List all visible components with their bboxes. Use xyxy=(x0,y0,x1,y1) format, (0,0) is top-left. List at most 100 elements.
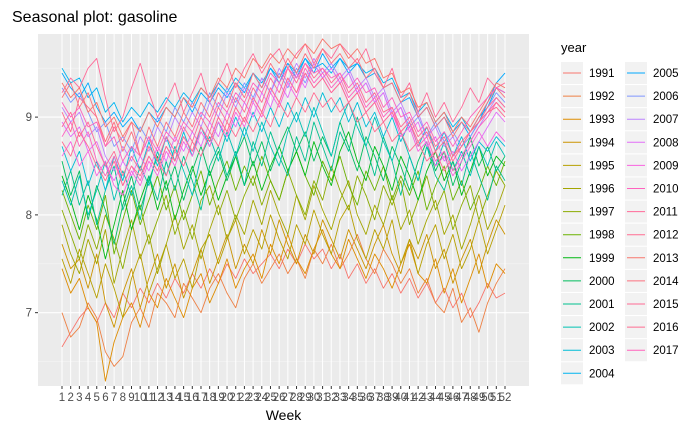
legend-item-2007: 2007 xyxy=(625,108,679,131)
series-lines xyxy=(61,38,506,382)
legend-label: 2011 xyxy=(653,207,678,219)
x-tick-label: 32 xyxy=(325,392,338,404)
legend-label: 1998 xyxy=(589,230,615,242)
legend-item-2000: 2000 xyxy=(561,269,615,292)
series-line-1994 xyxy=(61,219,506,328)
legend-label: 1993 xyxy=(589,114,615,126)
x-tick-label: 1 xyxy=(59,392,65,404)
legend-item-1998: 1998 xyxy=(561,223,615,246)
x-tick-label: 13 xyxy=(160,392,173,404)
legend-label: 1992 xyxy=(589,91,615,103)
x-tick-label: 23 xyxy=(247,392,260,404)
legend-label: 2006 xyxy=(653,91,679,103)
series-line-2015 xyxy=(61,62,506,177)
x-tick-label: 16 xyxy=(186,392,199,404)
x-tick-label: 45 xyxy=(438,392,451,404)
x-tick-label: 3 xyxy=(76,392,82,404)
plot-panel xyxy=(38,34,529,386)
legend-label: 2008 xyxy=(653,137,679,149)
y-tick-label: 9 xyxy=(26,112,32,124)
series-line-2012 xyxy=(61,92,506,177)
x-tick-label: 51 xyxy=(490,392,503,404)
series-line-2016 xyxy=(61,72,506,187)
x-tick-label: 28 xyxy=(290,392,303,404)
x-tick-label: 52 xyxy=(499,392,512,404)
legend-item-2008: 2008 xyxy=(625,131,679,154)
series-line-2013 xyxy=(61,38,506,138)
x-tick-label: 34 xyxy=(342,392,355,404)
legend-item-2004: 2004 xyxy=(561,362,615,385)
x-tick-label: 11 xyxy=(143,392,155,404)
legend-item-2009: 2009 xyxy=(625,154,679,177)
legend-item-2015: 2015 xyxy=(625,293,679,315)
legend-label: 2002 xyxy=(589,322,615,334)
legend-item-2002: 2002 xyxy=(561,316,615,339)
legend-label: 2017 xyxy=(653,345,679,357)
x-tick-label: 8 xyxy=(120,392,126,404)
x-tick-label: 20 xyxy=(221,392,234,404)
x-tick-label: 26 xyxy=(273,392,286,404)
series-line-2014 xyxy=(61,48,506,157)
series-line-2017 xyxy=(61,62,506,162)
x-tick-label: 4 xyxy=(85,392,92,404)
x-tick-label: 19 xyxy=(212,392,225,404)
legend-label: 2005 xyxy=(653,68,679,80)
series-line-2001 xyxy=(61,116,506,226)
x-tick-label: 24 xyxy=(255,392,268,404)
legend-label: 1994 xyxy=(589,137,615,149)
legend-item-2014: 2014 xyxy=(625,269,679,292)
series-line-1991 xyxy=(61,243,506,348)
legend-label: 2016 xyxy=(653,322,679,334)
legend-item-2010: 2010 xyxy=(625,177,679,200)
x-axis-title: Week xyxy=(266,407,303,423)
legend-label: 1996 xyxy=(589,184,615,196)
legend-label: 2000 xyxy=(589,276,615,288)
x-tick-label: 39 xyxy=(386,392,399,404)
x-tick-label: 5 xyxy=(94,392,100,404)
legend-label: 2014 xyxy=(653,276,679,288)
legend-label: 1999 xyxy=(589,253,615,265)
y-tick-label: 8 xyxy=(26,210,32,222)
x-tick-label: 15 xyxy=(177,392,190,404)
legend-label: 1997 xyxy=(589,207,615,219)
x-tick-label: 36 xyxy=(360,392,373,404)
x-tick-label: 40 xyxy=(394,392,407,404)
series-line-2003 xyxy=(61,92,506,191)
x-tick-label: 47 xyxy=(455,392,468,404)
legend-label: 2001 xyxy=(589,299,615,311)
legend-label: 2004 xyxy=(589,368,615,380)
y-axis: 7 8 9 xyxy=(26,112,38,320)
legend-label: 1991 xyxy=(589,68,615,80)
legend-item-1999: 1999 xyxy=(561,246,615,269)
x-tick-label: 21 xyxy=(229,392,242,404)
legend-item-1993: 1993 xyxy=(561,108,615,131)
legend-item-2017: 2017 xyxy=(625,339,679,362)
y-tick-label: 7 xyxy=(26,308,32,320)
legend-item-2001: 2001 xyxy=(561,293,615,315)
chart-title: Seasonal plot: gasoline xyxy=(12,9,178,26)
x-tick-label: 48 xyxy=(464,392,477,404)
series-line-1995 xyxy=(61,204,506,319)
x-tick-label: 22 xyxy=(238,392,251,404)
x-tick-label: 25 xyxy=(264,392,277,404)
series-line-1996 xyxy=(61,180,506,284)
legend: year 1991 1992 1993 1994 1995 1996 1997 1998 199… xyxy=(561,40,679,385)
legend-item-2016: 2016 xyxy=(625,316,679,339)
x-tick-label: 44 xyxy=(429,392,442,404)
series-line-2011 xyxy=(61,43,506,133)
legend-item-2003: 2003 xyxy=(561,339,615,362)
x-tick-label: 33 xyxy=(334,392,347,404)
legend-label: 2015 xyxy=(653,299,679,311)
x-tick-label: 50 xyxy=(481,392,494,404)
legend-item-1992: 1992 xyxy=(561,85,615,108)
x-tick-label: 30 xyxy=(308,392,321,404)
x-tick-label: 10 xyxy=(134,392,147,404)
x-tick-label: 27 xyxy=(281,392,294,404)
x-tick-label: 29 xyxy=(299,392,312,404)
x-tick-label: 17 xyxy=(195,392,208,404)
x-tick-label: 12 xyxy=(151,392,164,404)
x-tick-label: 7 xyxy=(111,392,117,404)
legend-item-2012: 2012 xyxy=(625,223,679,246)
legend-label: 2007 xyxy=(653,114,679,126)
x-tick-label: 37 xyxy=(368,392,381,404)
